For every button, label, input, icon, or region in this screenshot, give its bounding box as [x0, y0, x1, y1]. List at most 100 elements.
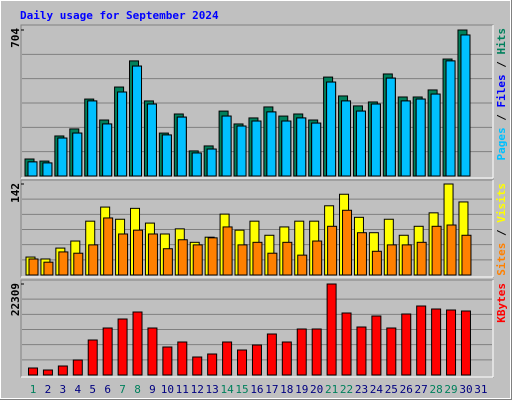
- legend-separator: /: [495, 55, 508, 75]
- bar: [27, 161, 38, 177]
- bar: [177, 341, 188, 376]
- x-tick-label: 13: [206, 383, 219, 396]
- x-tick-label: 21: [325, 383, 338, 396]
- y-tick-label: 142: [9, 183, 22, 203]
- bar: [207, 237, 218, 276]
- bar: [161, 134, 172, 177]
- bar: [281, 120, 292, 177]
- bar: [311, 122, 322, 177]
- bar: [342, 209, 353, 276]
- bar: [370, 103, 381, 177]
- bar: [311, 328, 322, 376]
- bar: [72, 359, 83, 376]
- bar: [251, 120, 262, 177]
- x-tick-label: 12: [191, 383, 204, 396]
- x-tick-label: 27: [415, 383, 428, 396]
- x-tick-label: 14: [220, 383, 234, 396]
- bar: [132, 65, 143, 177]
- x-tick-label: 25: [385, 383, 398, 396]
- bar: [87, 339, 98, 376]
- x-tick-label: 30: [459, 383, 472, 396]
- bar: [237, 349, 248, 376]
- bar: [326, 81, 337, 177]
- bar: [28, 258, 39, 276]
- x-tick-label: 17: [265, 383, 278, 396]
- bar: [341, 100, 352, 177]
- bar: [57, 365, 68, 376]
- legend-separator: /: [495, 223, 508, 243]
- bar: [117, 318, 128, 376]
- bar: [266, 333, 277, 376]
- bar: [460, 34, 471, 177]
- bar: [386, 244, 397, 276]
- bar: [297, 254, 308, 276]
- bar: [446, 224, 457, 276]
- bar: [400, 100, 411, 177]
- bar: [28, 367, 38, 376]
- bar: [103, 217, 114, 276]
- y-tick-label: 22309: [9, 283, 22, 316]
- x-tick-label: 29: [444, 383, 457, 396]
- x-tick-label: 5: [89, 383, 96, 396]
- bar: [385, 77, 396, 177]
- bar: [87, 100, 98, 177]
- bar: [147, 327, 158, 376]
- x-tick-label: 8: [134, 383, 141, 396]
- bar: [132, 311, 143, 376]
- x-tick-label: 3: [60, 383, 67, 396]
- bar: [401, 244, 412, 276]
- bar: [192, 356, 203, 376]
- bar: [102, 123, 113, 177]
- bar: [73, 252, 84, 276]
- bar: [416, 241, 427, 276]
- bar: [281, 341, 292, 376]
- x-tick-label: 7: [119, 383, 126, 396]
- bar: [371, 250, 382, 276]
- bar: [222, 341, 233, 376]
- bar: [72, 132, 83, 177]
- bar: [42, 162, 53, 177]
- bar: [58, 251, 69, 276]
- bar: [312, 240, 323, 276]
- legend: Pages / Files / Hits: [495, 28, 508, 161]
- bar: [117, 91, 128, 177]
- x-tick-label: 2: [45, 383, 52, 396]
- legend: Sites / Visits: [495, 183, 508, 276]
- legend-entry: Hits: [495, 28, 508, 55]
- bar: [192, 244, 203, 276]
- bar: [146, 103, 157, 177]
- x-tick-label: 11: [176, 383, 189, 396]
- bar: [222, 226, 233, 276]
- bar: [327, 225, 338, 276]
- bar: [207, 353, 218, 376]
- bar: [102, 327, 113, 376]
- bar: [251, 344, 262, 376]
- x-tick-label: 22: [340, 383, 353, 396]
- bar: [206, 148, 217, 177]
- bar: [133, 229, 144, 276]
- bar: [296, 117, 307, 177]
- bar: [446, 309, 457, 376]
- bar: [162, 346, 173, 376]
- x-tick-label: 20: [310, 383, 323, 396]
- bar: [162, 248, 173, 276]
- bar: [356, 232, 367, 276]
- bar: [237, 244, 248, 276]
- x-tick-label: 23: [355, 383, 368, 396]
- x-tick-label: 9: [149, 383, 156, 396]
- bar: [236, 125, 247, 177]
- bar: [461, 234, 472, 276]
- bar: [356, 326, 367, 376]
- x-tick-label: 26: [400, 383, 413, 396]
- x-tick-label: 6: [104, 383, 111, 396]
- x-tick-label: 28: [429, 383, 442, 396]
- x-tick-label: 4: [74, 383, 81, 396]
- bar: [177, 239, 188, 276]
- bar: [415, 98, 426, 177]
- legend-entry: Visits: [495, 183, 508, 223]
- bar: [252, 241, 263, 276]
- bar: [191, 152, 202, 177]
